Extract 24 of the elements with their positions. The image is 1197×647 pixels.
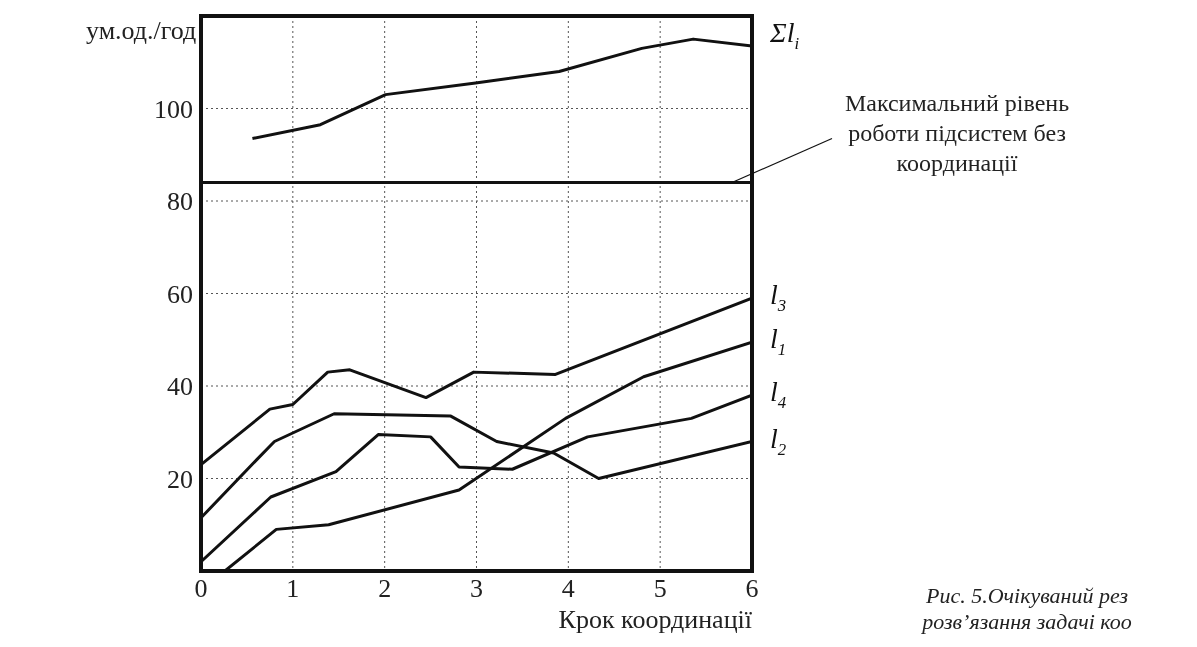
x-tick-label: 4	[561, 574, 575, 604]
series-label: l$_{1}$	[770, 323, 787, 360]
x-tick-label: 0	[194, 574, 208, 604]
x-axis-title: Крок координації	[557, 605, 752, 635]
y-tick-label: 60	[167, 279, 193, 309]
line-series	[201, 296, 752, 467]
series-label: l$_{2}$	[770, 422, 787, 459]
y-tick-label: 100	[154, 94, 193, 124]
series-label: Σl$_{i}$	[769, 17, 800, 54]
text: Рис. 5.Очікуваний рез	[924, 583, 1130, 609]
text: розв’язання задачі коо	[920, 609, 1133, 635]
y-tick-label: 40	[167, 372, 193, 402]
y-tick-label: 80	[167, 187, 193, 217]
ref-line-label: Максимальний рівень роботи підсистем без координації	[843, 88, 1071, 178]
y-axis-title: ум.од./год	[86, 16, 197, 46]
x-tick-label: 1	[286, 574, 300, 604]
x-tick-label: 2	[378, 574, 392, 604]
series-label: l$_{4}$	[770, 376, 787, 413]
x-tick-label: 6	[745, 574, 759, 604]
x-tick-label: 3	[470, 574, 483, 604]
y-tick-label: 20	[167, 464, 193, 494]
x-tick-label: 5	[653, 574, 667, 604]
series-label: l$_{3}$	[770, 279, 787, 316]
line-series	[250, 37, 752, 141]
